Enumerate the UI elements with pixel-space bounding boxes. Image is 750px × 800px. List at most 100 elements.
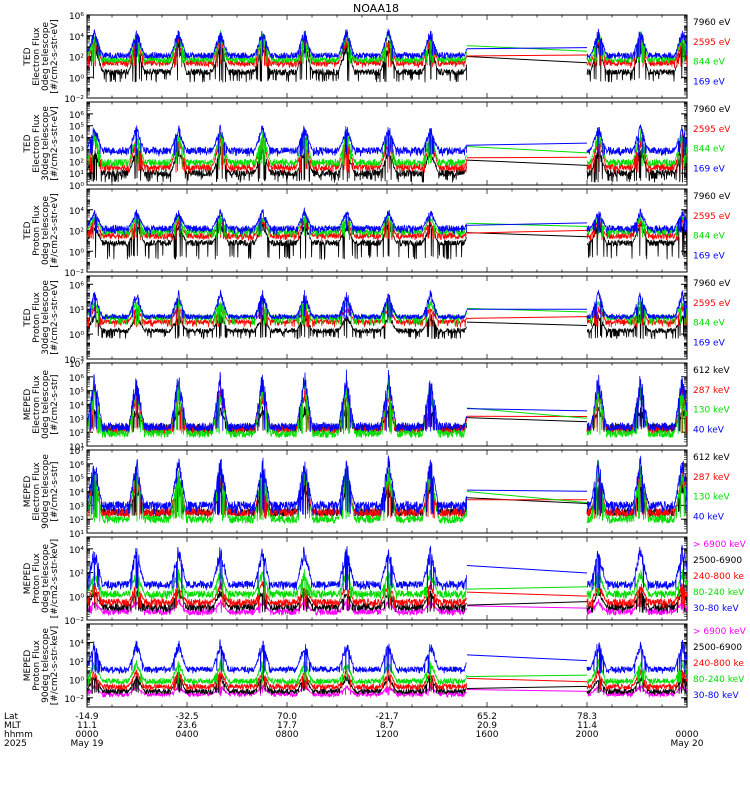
x-axis-footer: LatMLThhmm2025-14.911.10000-32.523.60400… — [4, 712, 704, 749]
y-tick-label: 10⁻³ — [64, 356, 84, 366]
panel-8: 10⁴ 10² 10⁰ 10⁻² MEPED Proton Flux 90deg teles… — [23, 623, 747, 708]
panel-traces — [87, 369, 687, 439]
series-line-blue — [586, 289, 687, 321]
lat-value: -14.9 — [75, 712, 99, 722]
y-axis-label-line: 30deg telescope — [41, 106, 51, 181]
y-axis-label-line: MEPED — [23, 476, 33, 508]
hhmm-tick-label: 0800 — [276, 730, 299, 740]
y-axis-label-line: TED — [23, 134, 33, 153]
gap-connector-green — [466, 674, 588, 678]
legend-entry: 130 keV — [693, 406, 730, 416]
y-tick-label: 10⁰ — [69, 74, 84, 84]
series-line-blue — [586, 455, 687, 515]
hhmm-tick-label: 1200 — [376, 730, 399, 740]
legend-entry: 7960 eV — [693, 279, 731, 289]
series-line-black — [87, 220, 468, 260]
mlt-value: 17.7 — [277, 721, 297, 731]
y-tick-label: 10¹ — [69, 530, 84, 540]
panel-traces — [87, 639, 687, 699]
legend-entry: 2595 eV — [693, 125, 731, 135]
y-axis-label-line: 0deg telescope — [41, 544, 51, 614]
chart-title: NOAA18 — [353, 2, 399, 15]
legend-entry: 169 eV — [693, 164, 726, 174]
y-tick-label: 10² — [69, 516, 84, 526]
y-tick-label: 10⁰ — [69, 676, 84, 686]
mlt-value: 11.4 — [577, 721, 597, 731]
y-axis-label-line: 90deg telescope — [41, 454, 51, 529]
y-tick-label: 10⁵ — [69, 388, 84, 398]
series-line-blue — [87, 455, 468, 516]
y-tick-label: 10⁰ — [69, 248, 84, 258]
y-tick-label: 10⁴ — [69, 33, 84, 43]
panel-3: 10⁴ 10² 10⁰ 10⁻² TED Proton Flux 0deg telescop… — [23, 188, 731, 279]
series-line-blue — [87, 289, 468, 321]
mlt-value: 23.6 — [177, 721, 197, 731]
gap-connector-blue — [466, 564, 588, 574]
gap-connector-blue — [466, 47, 588, 50]
y-tick-label: 10⁰ — [69, 593, 84, 603]
y-axis-label-line: MEPED — [23, 389, 33, 421]
legend-entry: 80-240 keV — [693, 588, 745, 598]
y-tick-label: 10⁷ — [69, 360, 84, 370]
gap-connector-red — [466, 591, 588, 597]
series-line-black — [586, 313, 687, 340]
legend-entry: 287 keV — [693, 473, 730, 483]
panel-traces — [87, 28, 687, 83]
series-line-blue — [87, 206, 468, 235]
gap-connector-black — [466, 232, 588, 238]
legend-entry: > 6900 keV — [693, 627, 747, 637]
date-start-label: May 19 — [71, 739, 104, 749]
series-line-green — [87, 461, 468, 525]
y-tick-label: 10⁶ — [69, 374, 84, 384]
y-tick-label: 10⁴ — [69, 402, 84, 412]
gap-connector-blue — [466, 654, 588, 662]
y-tick-label: 10³ — [69, 306, 84, 316]
hhmm-tick-label: 1600 — [476, 730, 499, 740]
y-axis-label-line: Proton Flux — [32, 205, 42, 256]
legend-entry: 30-80 keV — [693, 604, 739, 614]
series-line-black — [87, 672, 468, 696]
legend-entry: 287 keV — [693, 386, 730, 396]
gap-connector-black — [466, 601, 588, 606]
y-axis-label-line: Proton Flux — [32, 292, 42, 343]
legend-entry: 30-80 keV — [693, 691, 739, 701]
y-tick-label: 10² — [69, 228, 84, 238]
series-line-black — [87, 311, 467, 340]
legend-entry: > 6900 keV — [693, 540, 747, 550]
y-tick-label: 10⁴ — [69, 207, 84, 217]
panel-traces — [87, 124, 687, 183]
y-axis-label-line: MEPED — [23, 563, 33, 595]
series-line-green — [586, 569, 687, 600]
y-axis-label-line: TED — [23, 221, 33, 240]
y-tick-label: 10² — [69, 570, 84, 580]
legend-entry: 169 eV — [693, 251, 726, 261]
series-line-blue — [586, 639, 687, 674]
mlt-value: 20.9 — [477, 721, 497, 731]
lat-value: -21.7 — [375, 712, 398, 722]
gap-connector-red — [466, 316, 588, 319]
series-line-red — [87, 469, 467, 520]
y-tick-label: 10³ — [69, 502, 84, 512]
legend-entry: 2595 eV — [693, 299, 731, 309]
y-axis-label-line: [#/cm2-s-str] — [50, 461, 60, 521]
panel-4: 10⁶ 10³ 10⁰ 10⁻³ TED Proton Flux 30deg telesco… — [23, 275, 731, 366]
gap-connector-black — [466, 417, 588, 423]
y-axis-label-line: [#/cm2-s-str-keV] — [50, 539, 60, 618]
series-line-green — [87, 129, 468, 168]
gap-connector-green — [466, 586, 588, 590]
series-line-blue — [87, 639, 467, 675]
y-axis-label-line: [#/cm2-s-str-eV] — [50, 280, 60, 355]
y-axis-label-line: 0deg telescope — [41, 370, 51, 440]
gap-connector-blue — [466, 142, 588, 146]
mlt-value: 11.1 — [77, 721, 97, 731]
y-tick-label: 10² — [69, 658, 84, 668]
series-line-red — [87, 131, 468, 174]
legend-entry: 2595 eV — [693, 38, 731, 48]
y-tick-label: 10⁴ — [69, 489, 84, 499]
legend-entry: 612 keV — [693, 366, 730, 376]
y-axis-label-line: 90deg telescope — [41, 628, 51, 703]
series-line-green — [87, 30, 468, 65]
gap-connector-magenta — [466, 688, 588, 692]
y-axis-label-line: 0deg telescope — [41, 22, 51, 92]
y-axis-label-line: [#/cm2-s-str-eV] — [50, 106, 60, 181]
